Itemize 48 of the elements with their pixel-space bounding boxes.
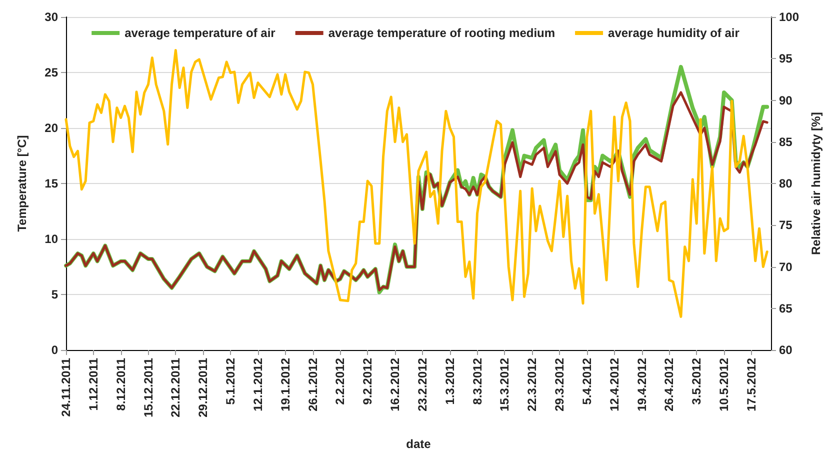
x-tick-label: 29.3.2012 <box>552 358 566 412</box>
y-tick-label: 25 <box>44 66 58 80</box>
x-tick-label: 8.12.2011 <box>114 358 128 411</box>
x-tick-label: 19.4.2012 <box>634 358 649 412</box>
legend-label: average temperature of rooting medium <box>328 26 556 40</box>
x-tick-label: 29.12.2011 <box>196 358 210 418</box>
legend-label: average humidity of air <box>608 26 740 40</box>
y2-tick-label: 90 <box>779 93 793 108</box>
y2-tick-label: 60 <box>779 343 793 357</box>
x-axis-title: date <box>406 437 432 451</box>
x-tick-label: 16.2.2012 <box>388 358 402 412</box>
x-tick-label: 2.2.2012 <box>333 358 348 405</box>
x-tick-label: 5.1.2012 <box>224 358 238 405</box>
x-tick-label: 24.11.2011 <box>59 358 73 417</box>
x-tick-label: 15.3.2012 <box>498 358 512 412</box>
y2-tick-label: 70 <box>779 260 793 274</box>
x-tick-label: 12.4.2012 <box>607 358 622 412</box>
y2-tick-label: 85 <box>779 134 793 149</box>
x-tick-label: 26.4.2012 <box>662 358 676 412</box>
x-tick-label: 26.1.2012 <box>306 358 320 412</box>
x-tick-label: 3.5.2012 <box>690 358 704 405</box>
x-tick-label: 19.1.2012 <box>278 358 292 412</box>
x-tick-label: 8.3.2012 <box>470 358 484 405</box>
y-tick-label: 15 <box>44 176 58 190</box>
x-tick-label: 22.12.2011 <box>168 358 183 418</box>
y-tick-label: 10 <box>44 232 58 246</box>
x-tick-label: 22.3.2012 <box>525 358 540 412</box>
y2-tick-label: 100 <box>779 10 800 24</box>
y2-tick-label: 65 <box>779 301 793 316</box>
y-tick-label: 30 <box>44 10 58 24</box>
y-tick-label: 20 <box>44 121 58 135</box>
y-axis-title: Temperature [°C] <box>15 135 29 232</box>
legend-label: average temperature of air <box>124 26 276 40</box>
y2-axis-title: Relative air humidyty [%] <box>808 112 823 255</box>
x-tick-label: 10.5.2012 <box>717 358 731 412</box>
x-tick-label: 15.12.2011 <box>141 358 156 418</box>
x-tick-label: 9.2.2012 <box>360 358 375 405</box>
y-tick-label: 5 <box>51 288 58 302</box>
x-tick-label: 1.12.2011 <box>86 358 100 411</box>
y2-tick-label: 80 <box>779 176 793 190</box>
x-tick-label: 1.3.2012 <box>442 358 457 405</box>
y2-tick-label: 75 <box>779 218 793 232</box>
x-tick-label: 17.5.2012 <box>744 358 758 412</box>
y-tick-label: 0 <box>51 343 58 357</box>
y2-tick-label: 95 <box>779 52 793 66</box>
x-tick-label: 12.1.2012 <box>250 358 265 412</box>
x-tick-label: 23.2.2012 <box>415 358 430 412</box>
x-tick-label: 5.4.2012 <box>580 358 594 405</box>
